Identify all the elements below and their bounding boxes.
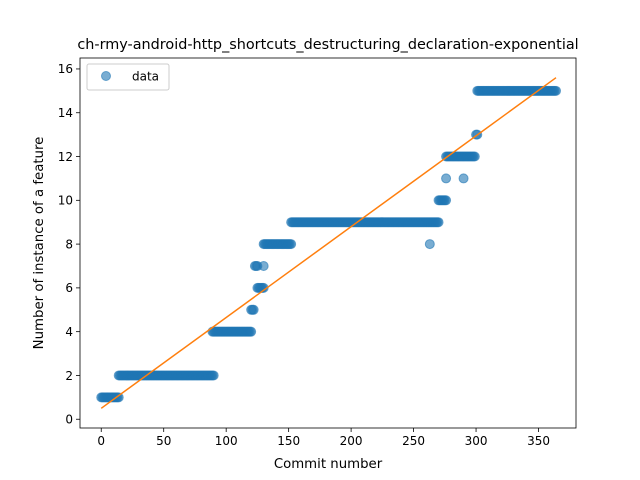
y-ticks: 0 2 4 6 8 10 12 14 16 xyxy=(58,62,80,427)
x-axis-label: Commit number xyxy=(274,457,383,472)
legend-label-data: data xyxy=(132,70,159,84)
x-tick-label-7: 350 xyxy=(527,434,550,448)
axes-frame xyxy=(79,57,577,429)
x-tick-label-6: 300 xyxy=(465,434,488,448)
y-tick-label-3: 6 xyxy=(65,281,73,295)
y-tick-label-0: 0 xyxy=(65,413,73,427)
y-axis-label: Number of instance of a feature xyxy=(32,137,47,350)
legend: data xyxy=(86,63,170,91)
data-point-91 xyxy=(208,370,219,381)
x-tick-label-3: 150 xyxy=(277,434,300,448)
data-point-14 xyxy=(113,392,124,403)
data-point-308 xyxy=(469,151,480,162)
data-point-284 xyxy=(441,195,452,206)
y-tick-label-8: 16 xyxy=(58,62,73,76)
y-tick-label-5: 10 xyxy=(58,194,73,208)
data-point-374 xyxy=(551,85,562,96)
x-tick-label-0: 0 xyxy=(97,434,105,448)
data-point-378 xyxy=(458,173,469,184)
fit-line-group xyxy=(100,77,557,409)
y-tick-label-6: 12 xyxy=(58,150,73,164)
y-tick-label-2: 4 xyxy=(65,325,73,339)
data-point-158 xyxy=(286,239,297,250)
data-point-376 xyxy=(424,239,435,250)
x-tick-label-1: 50 xyxy=(156,434,171,448)
data-point-123 xyxy=(246,326,257,337)
y-tick-label-7: 14 xyxy=(58,106,73,120)
data-point-277 xyxy=(433,217,444,228)
fit-line xyxy=(100,77,557,409)
data-point-126 xyxy=(248,304,259,315)
x-ticks: 0 50 100 150 200 250 300 350 xyxy=(97,428,550,448)
y-tick-label-1: 2 xyxy=(65,369,73,383)
x-tick-label-4: 200 xyxy=(340,434,363,448)
x-tick-label-5: 250 xyxy=(402,434,425,448)
chart-title: ch-rmy-android-http_shortcuts_destructur… xyxy=(77,37,578,53)
data-point-375 xyxy=(258,260,269,271)
data-point-377 xyxy=(441,173,452,184)
axes-border xyxy=(79,57,577,429)
y-tick-label-4: 8 xyxy=(65,237,73,251)
legend-box xyxy=(86,63,170,91)
data-markers xyxy=(96,85,562,403)
x-tick-label-2: 100 xyxy=(215,434,238,448)
legend-marker xyxy=(101,71,111,81)
